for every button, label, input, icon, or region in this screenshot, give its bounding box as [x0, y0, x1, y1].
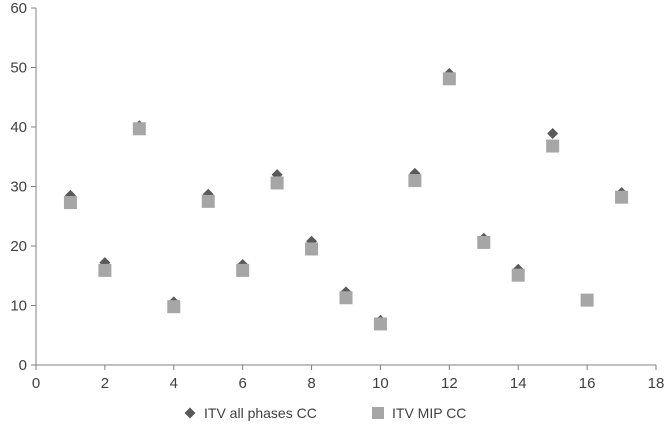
x-tick-label: 2 [101, 375, 109, 392]
series-0 [64, 67, 628, 326]
legend-diamond-marker [184, 407, 196, 419]
x-tick-label: 8 [307, 375, 315, 392]
square-point [546, 139, 560, 153]
data-points [63, 67, 629, 331]
square-point [442, 72, 456, 86]
y-tick-label: 60 [10, 0, 27, 17]
square-point [477, 235, 491, 249]
series-1 [63, 72, 629, 331]
square-point [98, 263, 112, 277]
y-tick-label: 40 [10, 119, 27, 136]
legend: ITV all phases CC ITV MIP CC [184, 405, 466, 421]
x-tick-label: 18 [648, 375, 665, 392]
y-tick-label: 50 [10, 60, 27, 77]
square-point [511, 268, 525, 282]
square-point [305, 242, 319, 256]
y-tick-label: 10 [10, 298, 27, 315]
square-point [63, 196, 77, 210]
square-point [373, 317, 387, 331]
y-tick-label: 0 [19, 357, 27, 374]
legend-label: ITV all phases CC [204, 405, 317, 421]
x-tick-label: 4 [170, 375, 178, 392]
square-point [615, 190, 629, 204]
x-tick-label: 10 [372, 375, 389, 392]
legend-label: ITV MIP CC [392, 405, 466, 421]
square-point [580, 293, 594, 307]
square-point [270, 176, 284, 190]
y-tick-label: 20 [10, 238, 27, 255]
y-tick-label: 30 [10, 179, 27, 196]
x-tick-label: 0 [32, 375, 40, 392]
square-point [132, 122, 146, 136]
square-point [339, 291, 353, 305]
square-point [408, 174, 422, 188]
diamond-point [547, 128, 559, 140]
x-tick-label: 14 [510, 375, 527, 392]
x-tick-label: 6 [238, 375, 246, 392]
square-point [201, 194, 215, 208]
axes [31, 7, 657, 370]
square-point [236, 263, 250, 277]
x-tick-label: 16 [579, 375, 596, 392]
legend-item: ITV MIP CC [372, 405, 466, 421]
legend-square-marker [372, 407, 384, 419]
x-tick-label: 12 [441, 375, 458, 392]
square-point [167, 300, 181, 314]
legend-item: ITV all phases CC [184, 405, 317, 421]
tick-labels: 0 10 20 30 40 50 60 0 2 4 6 8 10 12 14 16 18 [10, 0, 664, 392]
